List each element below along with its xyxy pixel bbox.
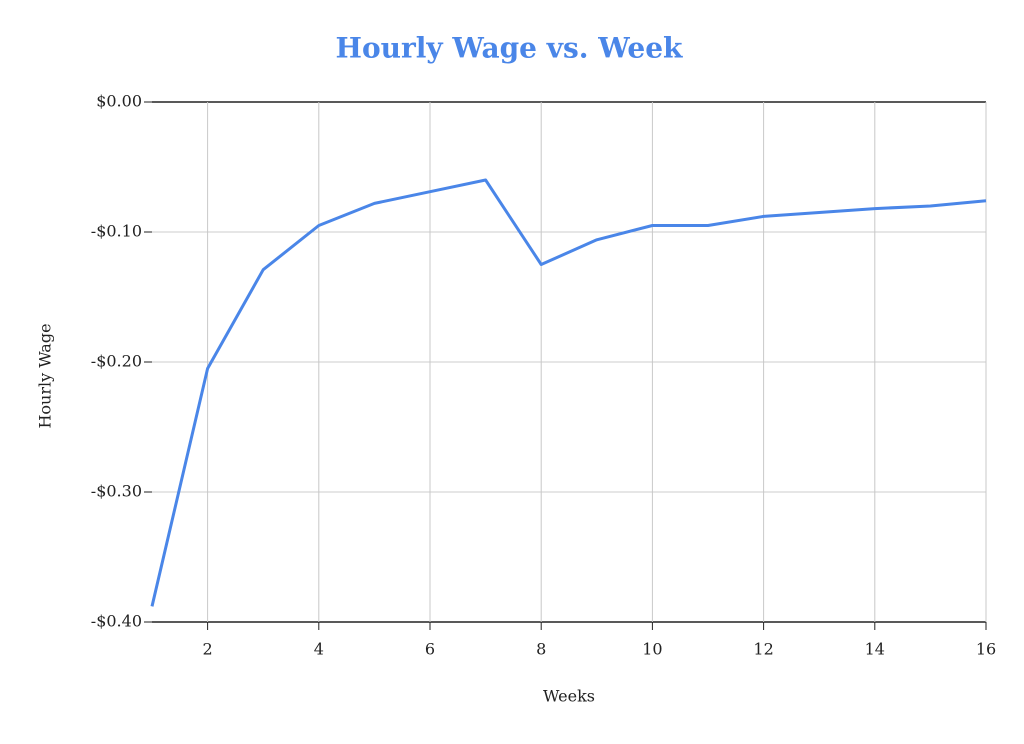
y-tick-label: -$0.20: [91, 352, 142, 371]
x-tick-label: 2: [203, 640, 213, 659]
y-tick-label: -$0.30: [91, 482, 142, 501]
x-tick-label: 4: [314, 640, 324, 659]
y-tick-label: -$0.40: [91, 612, 142, 631]
chart-title: Hourly Wage vs. Week: [336, 32, 684, 65]
line: [150, 178, 987, 607]
x-tick-label: 10: [642, 640, 662, 659]
x-tick-label: 16: [976, 640, 996, 659]
x-tick-label: 12: [753, 640, 773, 659]
y-tick-label: $0.00: [96, 92, 142, 111]
y-tick-label: -$0.10: [91, 222, 142, 241]
x-axis-label: Weeks: [543, 687, 595, 706]
y-axis-label: Hourly Wage: [36, 323, 55, 428]
x-tick-label: 8: [536, 640, 546, 659]
x-tick-label: 6: [425, 640, 435, 659]
x-tick-label: 14: [865, 640, 885, 659]
